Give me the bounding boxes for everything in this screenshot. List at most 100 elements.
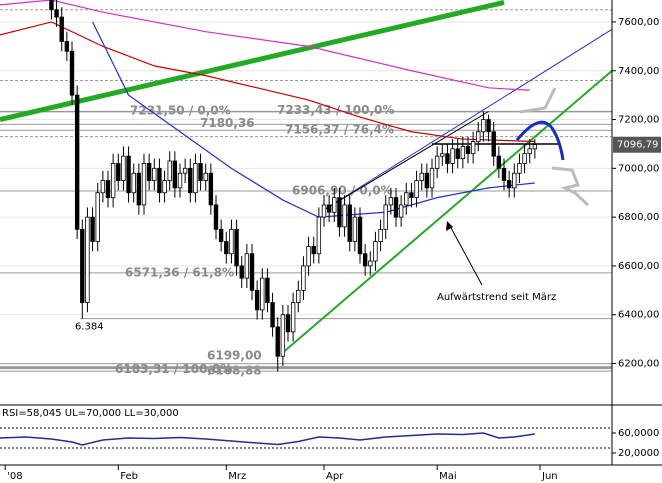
x-tick-label: Apr	[326, 471, 344, 482]
candle-body	[424, 172, 430, 189]
candle-body	[378, 228, 383, 242]
candle-body	[280, 314, 286, 357]
candle-body	[167, 160, 172, 181]
x-tick-label: Feb	[120, 471, 138, 482]
candle-body	[198, 163, 203, 181]
x-tick-label: Jun	[541, 471, 558, 482]
candle-body	[486, 119, 491, 133]
candle-body	[414, 180, 419, 199]
candle-body	[388, 197, 394, 206]
trend-line	[323, 111, 489, 211]
candle-body	[244, 253, 250, 279]
candle-body	[455, 148, 460, 159]
projection-curve	[515, 120, 565, 161]
y-tick-label: 6200,00	[618, 359, 659, 370]
last-price-box	[613, 136, 661, 153]
candle-body	[260, 277, 265, 311]
y-tick-label: 7600,00	[618, 17, 659, 28]
candle-body	[265, 277, 270, 303]
candle-body	[285, 314, 291, 333]
candle-body	[398, 204, 404, 218]
candle-body	[476, 131, 481, 142]
y-tick-label: 60,0000	[618, 428, 659, 439]
candle-body	[49, 0, 54, 11]
candle-body	[218, 228, 224, 242]
candle-body	[491, 131, 496, 157]
y-tick-label: 7400,00	[618, 66, 659, 77]
last-price-label: 7096,79	[617, 140, 658, 151]
candle-body	[224, 241, 229, 255]
candle-body	[311, 246, 316, 255]
candle-body	[362, 253, 368, 267]
candle-body	[249, 253, 255, 291]
candle-body	[368, 260, 373, 267]
rsi-title: RSI=58,045 UL=70,000 LL=30,000	[2, 408, 179, 419]
candle-body	[100, 180, 106, 194]
candle-body	[90, 216, 95, 242]
candle-body	[64, 41, 70, 52]
candle-body	[85, 216, 90, 303]
candle-body	[254, 289, 260, 311]
candle-body	[321, 204, 327, 218]
level-label: 6571,36 / 61,8%	[125, 265, 234, 279]
candle-body	[136, 172, 142, 206]
candle-body	[383, 204, 388, 230]
candle-body	[131, 172, 136, 194]
candle-body	[517, 163, 522, 174]
candle-body	[141, 163, 147, 206]
candle-body	[121, 155, 126, 181]
candle-body	[527, 148, 532, 155]
ma-line	[0, 0, 530, 91]
candle-body	[337, 197, 342, 228]
level-label: 6199,00	[207, 348, 262, 362]
candle-body	[522, 153, 527, 164]
candle-body	[208, 172, 214, 206]
candle-body	[373, 241, 378, 262]
candle-body	[146, 163, 152, 181]
candle-body	[481, 119, 486, 133]
candle-body	[203, 172, 208, 181]
candle-body	[316, 216, 322, 255]
projection-hint	[519, 87, 590, 207]
candle-body	[116, 163, 121, 181]
candle-body	[182, 167, 188, 174]
y-tick-label: 6800,00	[618, 212, 659, 223]
candle-body	[110, 163, 116, 199]
y-tick-label: 6600,00	[618, 261, 659, 272]
ma-line	[92, 21, 535, 218]
candle-body	[532, 144, 538, 150]
level-label: 6906,90 / 0,0%	[292, 184, 393, 198]
candle-body	[157, 167, 162, 194]
candle-body	[429, 167, 435, 189]
candle-body	[301, 265, 306, 291]
candle-body	[342, 204, 347, 228]
candle-body	[409, 192, 414, 199]
candle-body	[152, 167, 157, 181]
candle-body	[213, 204, 219, 230]
candle-body	[501, 167, 507, 181]
annotation-arrow	[449, 225, 483, 286]
level-label: 7180,36	[200, 116, 255, 130]
candle-body	[326, 204, 332, 213]
candle-body	[506, 180, 512, 189]
x-tick-label: Mai	[439, 471, 457, 482]
level-label: 7156,37 / 76,4%	[285, 123, 394, 137]
y-tick-label: 20,0000	[618, 448, 659, 459]
candle-body	[419, 172, 424, 181]
candle-body	[275, 326, 280, 357]
trend-line	[0, 0, 505, 122]
y-tick-label: 7200,00	[618, 115, 659, 126]
candle-body	[234, 228, 239, 267]
trend-line	[282, 69, 613, 354]
candle-body	[352, 216, 358, 242]
candle-body	[59, 16, 64, 42]
candle-body	[95, 192, 100, 242]
candle-body	[460, 145, 466, 159]
rsi-pane: RSI=58,045 UL=70,000 LL=30,000	[0, 408, 616, 454]
candle-body	[172, 160, 178, 189]
candle-body	[332, 197, 337, 213]
candle-body	[188, 167, 193, 194]
candle-body	[54, 9, 59, 18]
y-tick-label: 7000,00	[618, 163, 659, 174]
